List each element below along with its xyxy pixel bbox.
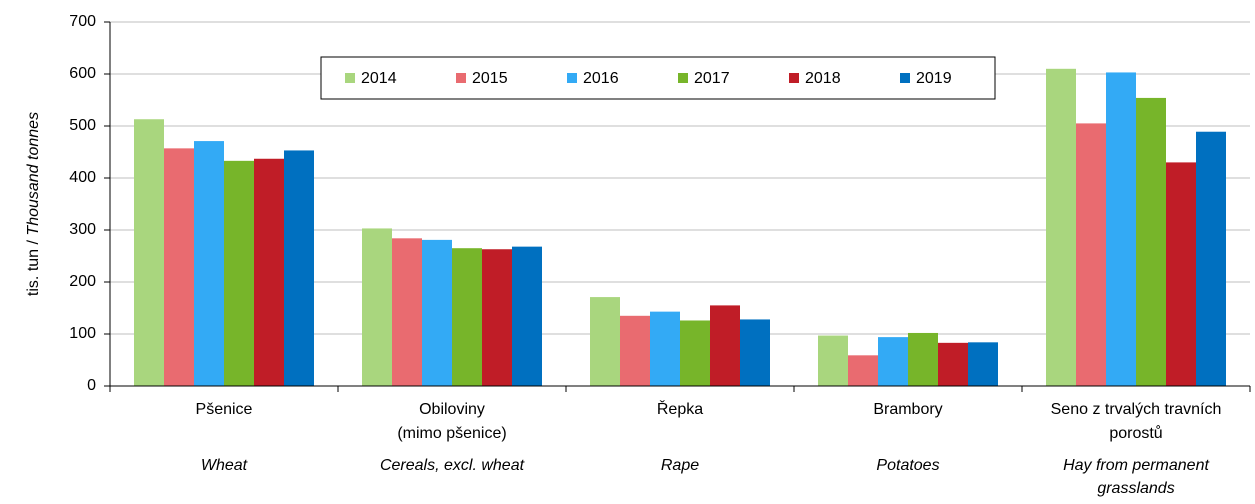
legend-label: 2014 xyxy=(361,70,397,87)
bar xyxy=(938,342,968,386)
legend-label: 2015 xyxy=(472,70,508,87)
bar xyxy=(224,160,254,386)
bar xyxy=(680,320,710,386)
y-axis-label: tis. tun / Thousand tonnes xyxy=(25,112,42,296)
legend-swatch xyxy=(789,73,799,83)
bar xyxy=(422,239,452,386)
legend-box xyxy=(320,56,996,100)
bar xyxy=(590,297,620,386)
bar xyxy=(818,335,848,386)
y-tick-label: 200 xyxy=(69,273,96,290)
x-tick-label: Seno z trvalých travních xyxy=(1051,401,1222,418)
bar xyxy=(1136,97,1166,387)
x-tick-label: Řepka xyxy=(657,399,703,418)
bar xyxy=(1196,131,1226,386)
bar xyxy=(1166,162,1196,386)
x-tick-label-en: Cereals, excl. wheat xyxy=(380,457,525,474)
legend-swatch xyxy=(567,73,577,83)
legend-label: 2017 xyxy=(694,70,730,87)
bar xyxy=(254,158,284,386)
y-tick-label: 700 xyxy=(69,13,96,30)
bar xyxy=(620,315,650,386)
bar xyxy=(1046,68,1076,387)
bar xyxy=(134,119,164,387)
bar xyxy=(740,319,770,386)
bar xyxy=(650,311,680,386)
x-tick-label: porostů xyxy=(1109,424,1162,442)
legend-label: 2018 xyxy=(805,70,841,87)
x-tick-label: (mimo pšenice) xyxy=(397,425,506,442)
bar xyxy=(362,228,392,386)
legend-swatch xyxy=(678,73,688,83)
bar xyxy=(908,332,938,386)
x-tick-label-en: Rape xyxy=(661,457,699,474)
bar xyxy=(194,141,224,386)
y-tick-label: 100 xyxy=(69,325,96,342)
legend-label: 2019 xyxy=(916,70,952,87)
y-label-en: Thousand tonnes xyxy=(25,112,42,236)
bar xyxy=(848,355,878,386)
legend-swatch xyxy=(345,73,355,83)
y-tick-label: 500 xyxy=(69,117,96,134)
x-tick-label-en: Wheat xyxy=(201,457,248,474)
y-tick-label: 300 xyxy=(69,221,96,238)
x-tick-label-en: Hay from permanent xyxy=(1063,457,1209,474)
bar xyxy=(1076,123,1106,387)
bar xyxy=(968,342,998,386)
bar xyxy=(482,249,512,386)
bar xyxy=(392,238,422,386)
legend-label: 2016 xyxy=(583,70,619,87)
x-tick-label: Brambory xyxy=(873,401,942,418)
x-tick-label-en: Potatoes xyxy=(876,457,939,474)
y-tick-label: 400 xyxy=(69,169,96,186)
x-tick-label: Pšenice xyxy=(196,401,253,418)
legend-swatch xyxy=(900,73,910,83)
bar xyxy=(1106,72,1136,386)
bar xyxy=(512,246,542,386)
y-tick-label: 600 xyxy=(69,65,96,82)
x-tick-label: Obiloviny xyxy=(419,401,485,418)
bar xyxy=(284,150,314,386)
bar xyxy=(710,305,740,386)
legend-swatch xyxy=(456,73,466,83)
y-label-cz: tis. tun / xyxy=(25,239,42,296)
bar xyxy=(878,337,908,386)
x-tick-label-en: grasslands xyxy=(1097,480,1174,497)
y-tick-label: 0 xyxy=(87,377,96,394)
bar xyxy=(164,148,194,386)
bar xyxy=(452,248,482,386)
